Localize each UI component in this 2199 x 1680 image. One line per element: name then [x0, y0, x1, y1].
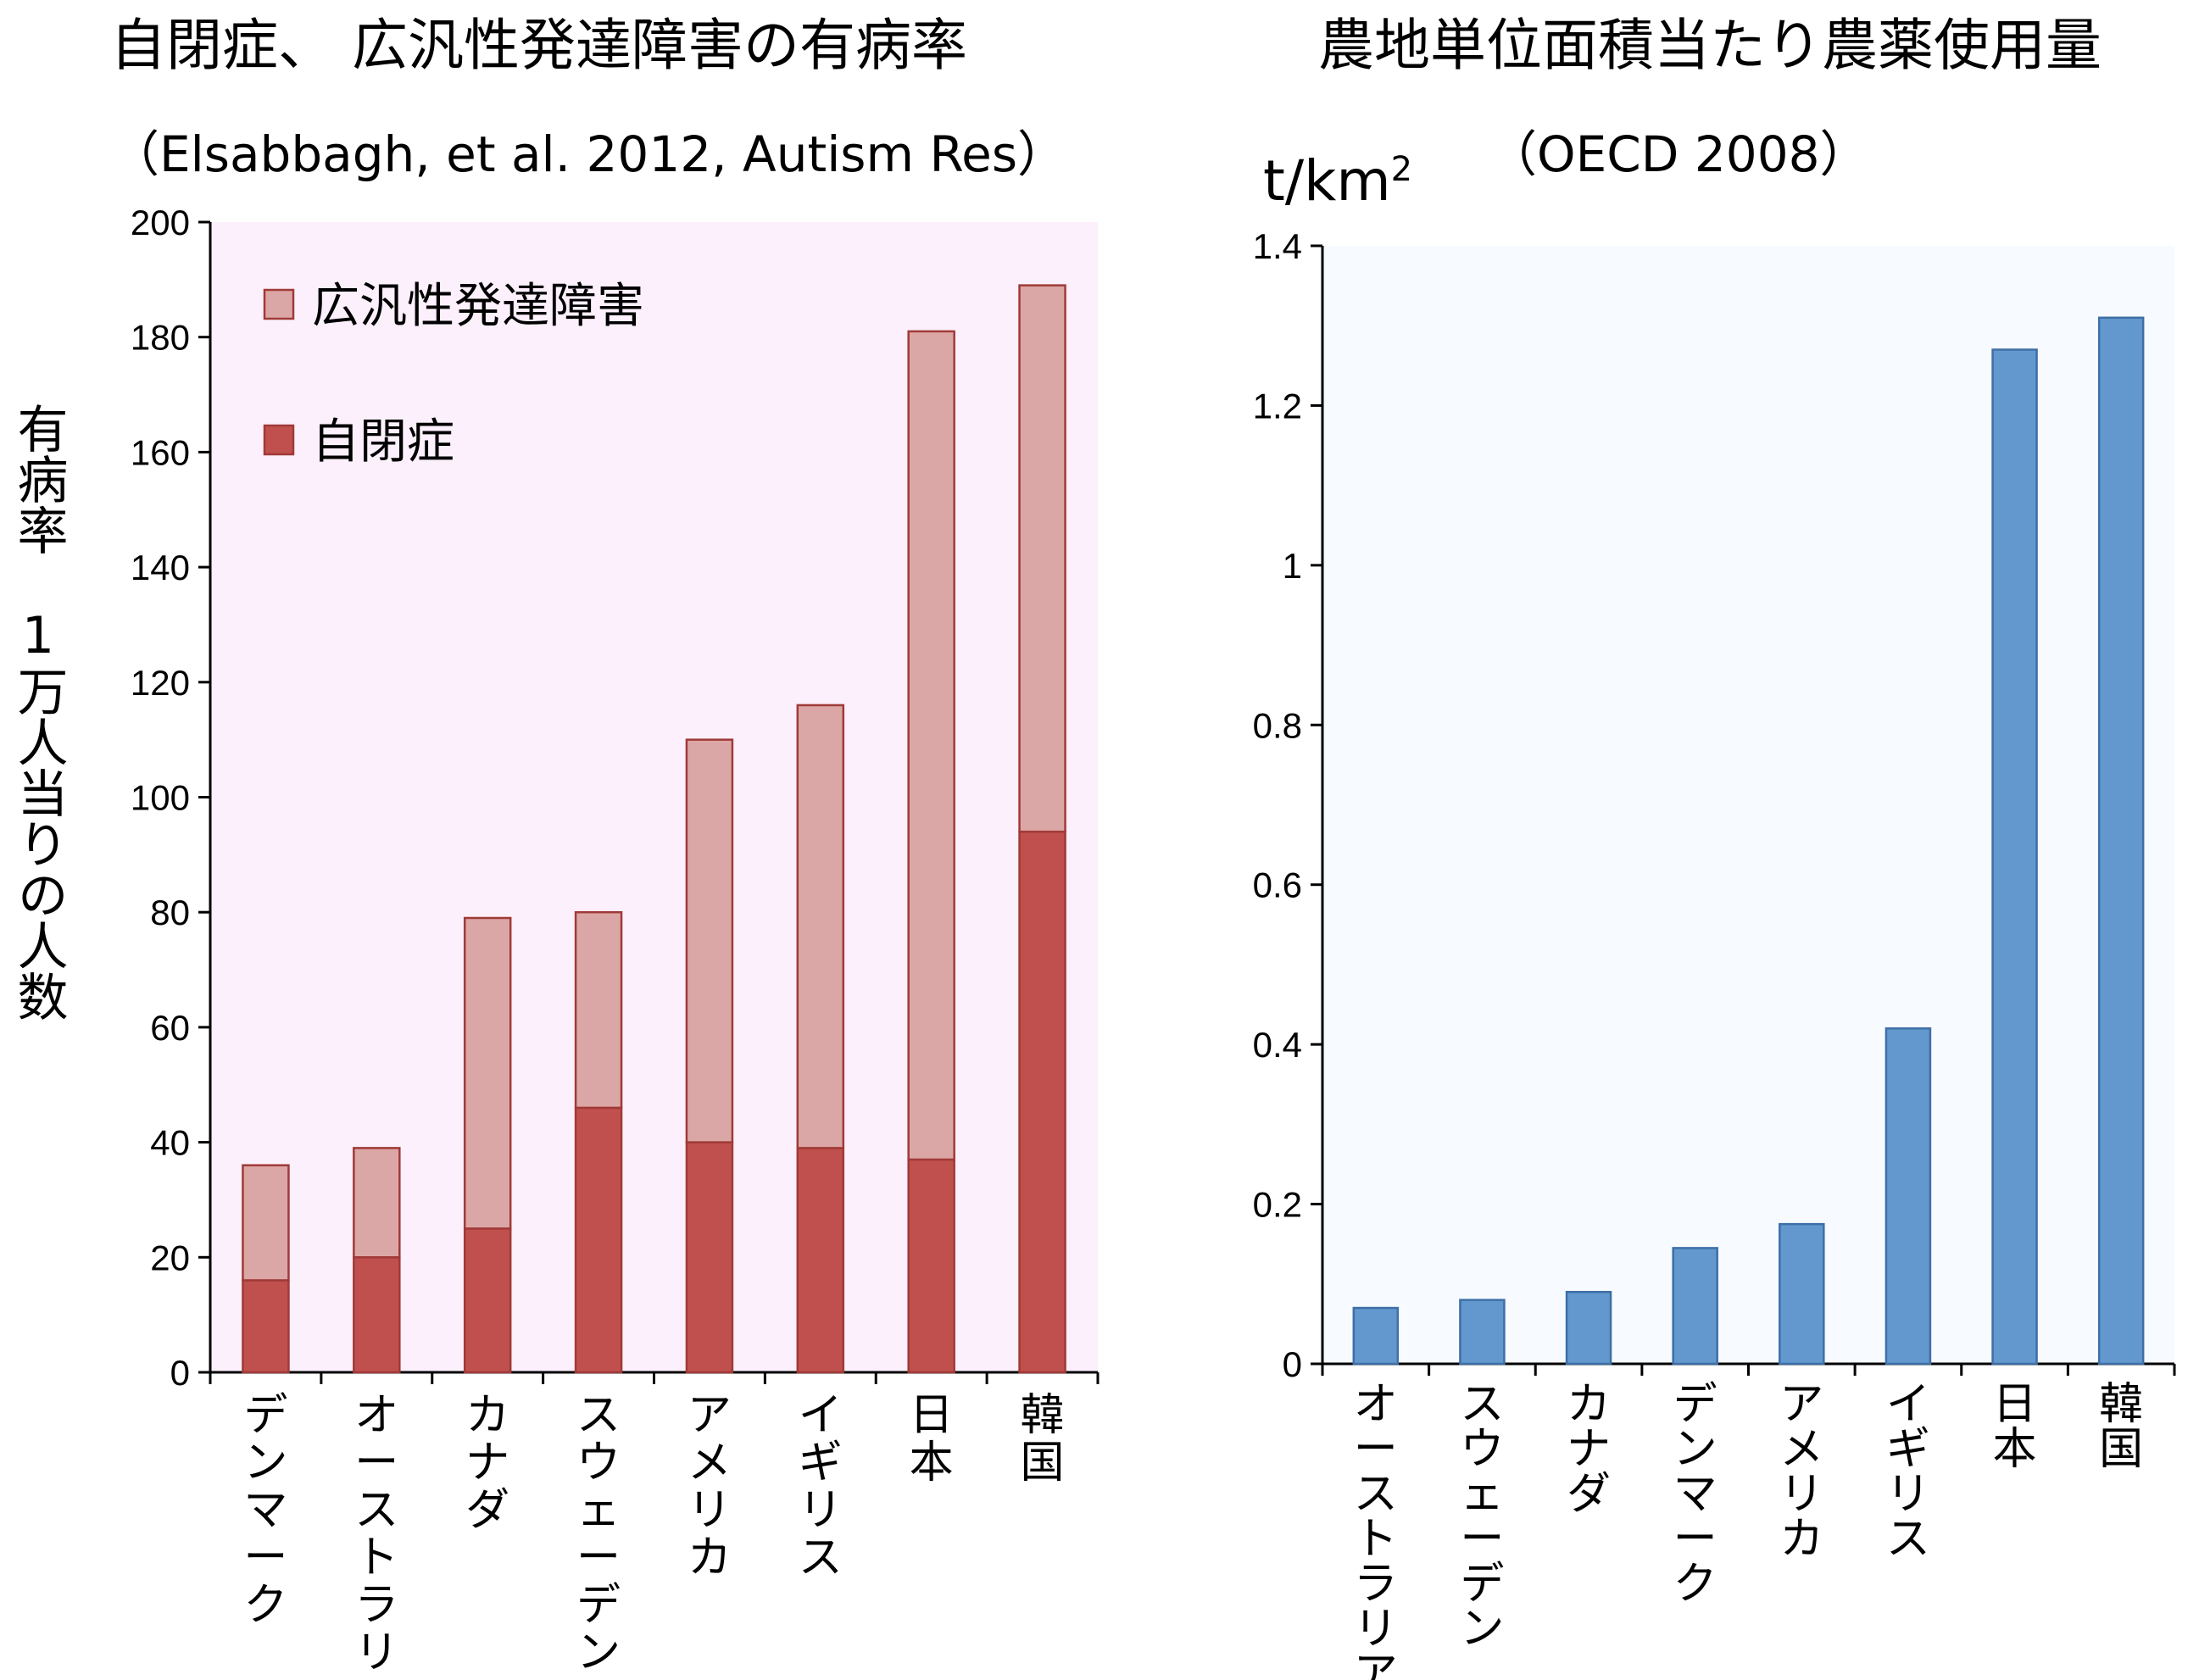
bar-pesticide [1991, 348, 2038, 1366]
unit-base: t/km [1263, 148, 1391, 214]
category-label: デンマーク [243, 1390, 287, 1631]
y-tick-label: 1.2 [1253, 386, 1302, 426]
bar-pesticide [2097, 316, 2145, 1366]
bar-pdd [463, 916, 512, 1230]
category-label: イギリス [799, 1390, 843, 1583]
chart2-title: 農地単位面積当たり農薬使用量 [1318, 13, 2102, 78]
bar-pdd [1018, 284, 1066, 833]
bar-pdd [574, 910, 623, 1110]
chart1-autism-prevalence: 0 20 40 60 80 100 120 140 160 180 200 デンマーク オーストラリア カ… [131, 203, 1100, 1680]
bar-autism [574, 1106, 623, 1374]
legend-swatch [263, 288, 295, 320]
chart1-y-axis-label: 有病率 1万人当りの人数 [8, 403, 68, 1021]
category-label: カナダ [1567, 1379, 1611, 1520]
bar-autism [353, 1256, 401, 1374]
plot-area [210, 222, 1098, 1372]
bar-pdd [353, 1147, 401, 1259]
bar-pesticide [1779, 1222, 1825, 1366]
category-label: 韓国 [2099, 1379, 2143, 1475]
chart1-title: 自閉症、 広汎性発達障害の有病率 [110, 13, 967, 78]
y-tick-label: 200 [131, 203, 190, 242]
y-tick-label: 1 [1283, 546, 1302, 586]
y-tick-label: 0 [170, 1353, 190, 1393]
chart2-pesticide-use: 0 0.2 0.4 0.6 0.8 1 1.2 1.4 オーストラリア スウェーデン カナダ デンマー… [1253, 226, 2176, 1680]
bar-autism [242, 1279, 290, 1374]
bar-pesticide [1352, 1306, 1400, 1366]
bar-pdd [796, 704, 845, 1149]
category-label: 日本 [910, 1390, 954, 1488]
y-tick-label: 1.4 [1253, 226, 1302, 266]
bar-pdd [907, 330, 955, 1161]
chart2-unit-label: t/km2 [1263, 148, 1412, 214]
category-label: アメリカ [1779, 1379, 1823, 1565]
bar-pdd [685, 738, 734, 1143]
y-tick-label: 160 [131, 432, 190, 472]
y-tick-label: 100 [131, 778, 190, 818]
category-label: イギリス [1886, 1379, 1930, 1565]
y-tick-label: 140 [131, 548, 190, 587]
legend-swatch [263, 424, 295, 456]
y-tick-label: 0 [1283, 1344, 1302, 1384]
y-tick-label: 60 [150, 1008, 190, 1048]
category-label: 韓国 [1021, 1390, 1065, 1488]
y-tick-label: 0.6 [1253, 865, 1302, 905]
y-tick-label: 0.8 [1253, 705, 1302, 745]
bar-autism [463, 1227, 512, 1374]
bar-autism [685, 1141, 734, 1374]
category-label: カナダ [465, 1390, 509, 1536]
bar-pesticide [1672, 1247, 1718, 1366]
category-label: オーストラリア [1354, 1379, 1398, 1680]
category-label: スウェーデン [576, 1390, 621, 1678]
bar-autism [796, 1147, 845, 1374]
unit-exponent: 2 [1390, 150, 1413, 189]
y-tick-label: 20 [150, 1238, 190, 1277]
category-label: スウェーデン [1460, 1379, 1504, 1655]
bar-pesticide [1565, 1290, 1612, 1366]
y-tick-label: 180 [131, 318, 190, 358]
y-tick-label: 40 [150, 1123, 190, 1163]
plot-area [1322, 246, 2174, 1364]
chart2-subtitle: （OECD 2008） [1488, 125, 1869, 183]
bar-autism [1018, 830, 1066, 1374]
y-tick-label: 0.4 [1253, 1025, 1302, 1065]
legend-label: 自閉症 [312, 414, 454, 470]
category-label: オーストラリア [354, 1390, 398, 1680]
category-label: デンマーク [1673, 1379, 1717, 1610]
y-tick-label: 120 [131, 663, 190, 703]
bar-pesticide [1459, 1299, 1506, 1366]
bar-pdd [242, 1164, 290, 1282]
chart1-subtitle: （Elsabbagh, et al. 2012, Autism Res） [110, 125, 1067, 183]
category-label: アメリカ [688, 1390, 732, 1583]
bar-autism [907, 1158, 955, 1374]
category-label: 日本 [1993, 1379, 2037, 1475]
y-tick-label: 80 [150, 893, 190, 932]
legend-label: 広汎性発達障害 [312, 279, 644, 334]
bar-pesticide [1884, 1027, 1932, 1366]
y-tick-label: 0.2 [1253, 1185, 1302, 1225]
